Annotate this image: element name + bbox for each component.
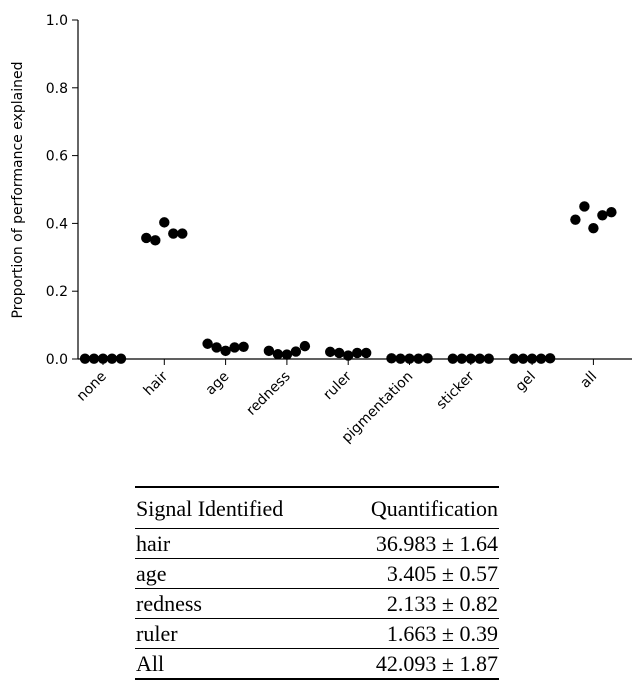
- data-point: [447, 353, 458, 364]
- data-point: [141, 232, 152, 244]
- quantification-cell: 36.983 ± 1.64: [330, 528, 499, 559]
- table-row: age 3.405 ± 0.57: [135, 558, 499, 589]
- data-point: [579, 201, 590, 212]
- data-point: [361, 347, 372, 359]
- table-row: ruler 1.663 ± 0.39: [135, 618, 499, 649]
- y-tick-label: 0.4: [46, 216, 68, 232]
- quantification-cell: 1.663 ± 0.39: [330, 618, 499, 649]
- table-row: All 42.093 ± 1.87: [135, 648, 499, 680]
- signal-cell: All: [135, 648, 331, 680]
- signal-cell: ruler: [135, 618, 331, 649]
- data-point: [413, 353, 424, 364]
- quantification-cell: 42.093 ± 1.87: [330, 648, 499, 680]
- data-point: [263, 345, 275, 357]
- data-point: [106, 353, 118, 364]
- data-point: [508, 353, 520, 364]
- y-ticks: 0.0 0.2 0.4 0.6 0.8 1.0: [46, 13, 78, 368]
- data-point: [168, 228, 179, 239]
- signal-cell: redness: [135, 588, 331, 619]
- data-point: [272, 349, 284, 360]
- data-point: [220, 345, 231, 357]
- data-point: [202, 338, 213, 349]
- x-tick-label: gel: [512, 369, 538, 395]
- y-tick-label: 0.6: [46, 149, 68, 165]
- y-tick-label: 0.2: [46, 284, 68, 300]
- quantification-cell: 2.133 ± 0.82: [330, 588, 499, 619]
- x-tick-label: sticker: [434, 368, 478, 412]
- data-point: [535, 353, 547, 364]
- column-header-quantification: Quantification: [330, 486, 499, 529]
- table-header-row: Signal Identified Quantification: [135, 486, 499, 529]
- y-axis-label: Proportion of performance explained: [10, 61, 26, 318]
- table-row: hair 36.983 ± 1.64: [135, 528, 499, 559]
- data-points: [79, 201, 617, 364]
- column-header-signal: Signal Identified: [135, 486, 331, 529]
- data-point: [79, 353, 91, 364]
- data-point: [422, 353, 433, 364]
- data-point: [404, 353, 415, 364]
- data-point: [606, 207, 617, 218]
- data-point: [115, 353, 127, 364]
- data-point: [281, 349, 293, 360]
- x-tick-label: ruler: [320, 368, 355, 403]
- signal-cell: hair: [135, 528, 331, 559]
- x-tick-label: age: [203, 369, 233, 399]
- y-tick-label: 1.0: [46, 13, 68, 29]
- data-point: [150, 235, 161, 246]
- x-tick-label: all: [577, 369, 600, 392]
- data-point: [588, 222, 599, 234]
- data-point: [483, 353, 494, 364]
- data-point: [229, 342, 240, 353]
- y-tick-label: 0.8: [46, 81, 68, 97]
- x-tick-label: redness: [244, 369, 294, 419]
- x-tick-label: none: [74, 369, 110, 405]
- data-point: [88, 353, 100, 364]
- data-point: [474, 353, 485, 364]
- y-tick-label: 0.0: [46, 352, 68, 368]
- x-tick-label: hair: [141, 368, 172, 399]
- data-point: [456, 353, 467, 364]
- data-point: [395, 353, 406, 364]
- signal-cell: age: [135, 558, 331, 589]
- table-row: redness 2.133 ± 0.82: [135, 588, 499, 619]
- data-point: [526, 353, 538, 364]
- data-point: [465, 353, 476, 364]
- data-point: [290, 346, 302, 357]
- data-point: [238, 341, 249, 352]
- data-point: [597, 210, 608, 221]
- data-point: [211, 342, 222, 353]
- data-point: [299, 340, 311, 352]
- scatter-chart: 0.0 0.2 0.4 0.6 0.8 1.0 none hair age redness rul…: [10, 13, 632, 446]
- chart-axes: [77, 20, 632, 360]
- data-point: [177, 228, 188, 239]
- data-point: [570, 214, 581, 225]
- data-point: [159, 217, 170, 228]
- data-point: [343, 350, 354, 361]
- data-point: [352, 347, 363, 359]
- data-point: [334, 347, 345, 359]
- results-table: Signal Identified Quantification hair 36…: [135, 486, 499, 680]
- data-point: [325, 346, 336, 358]
- data-point: [97, 353, 109, 364]
- data-point: [544, 353, 556, 364]
- data-point: [517, 353, 529, 364]
- quantification-cell: 3.405 ± 0.57: [330, 558, 499, 589]
- data-point: [386, 353, 397, 364]
